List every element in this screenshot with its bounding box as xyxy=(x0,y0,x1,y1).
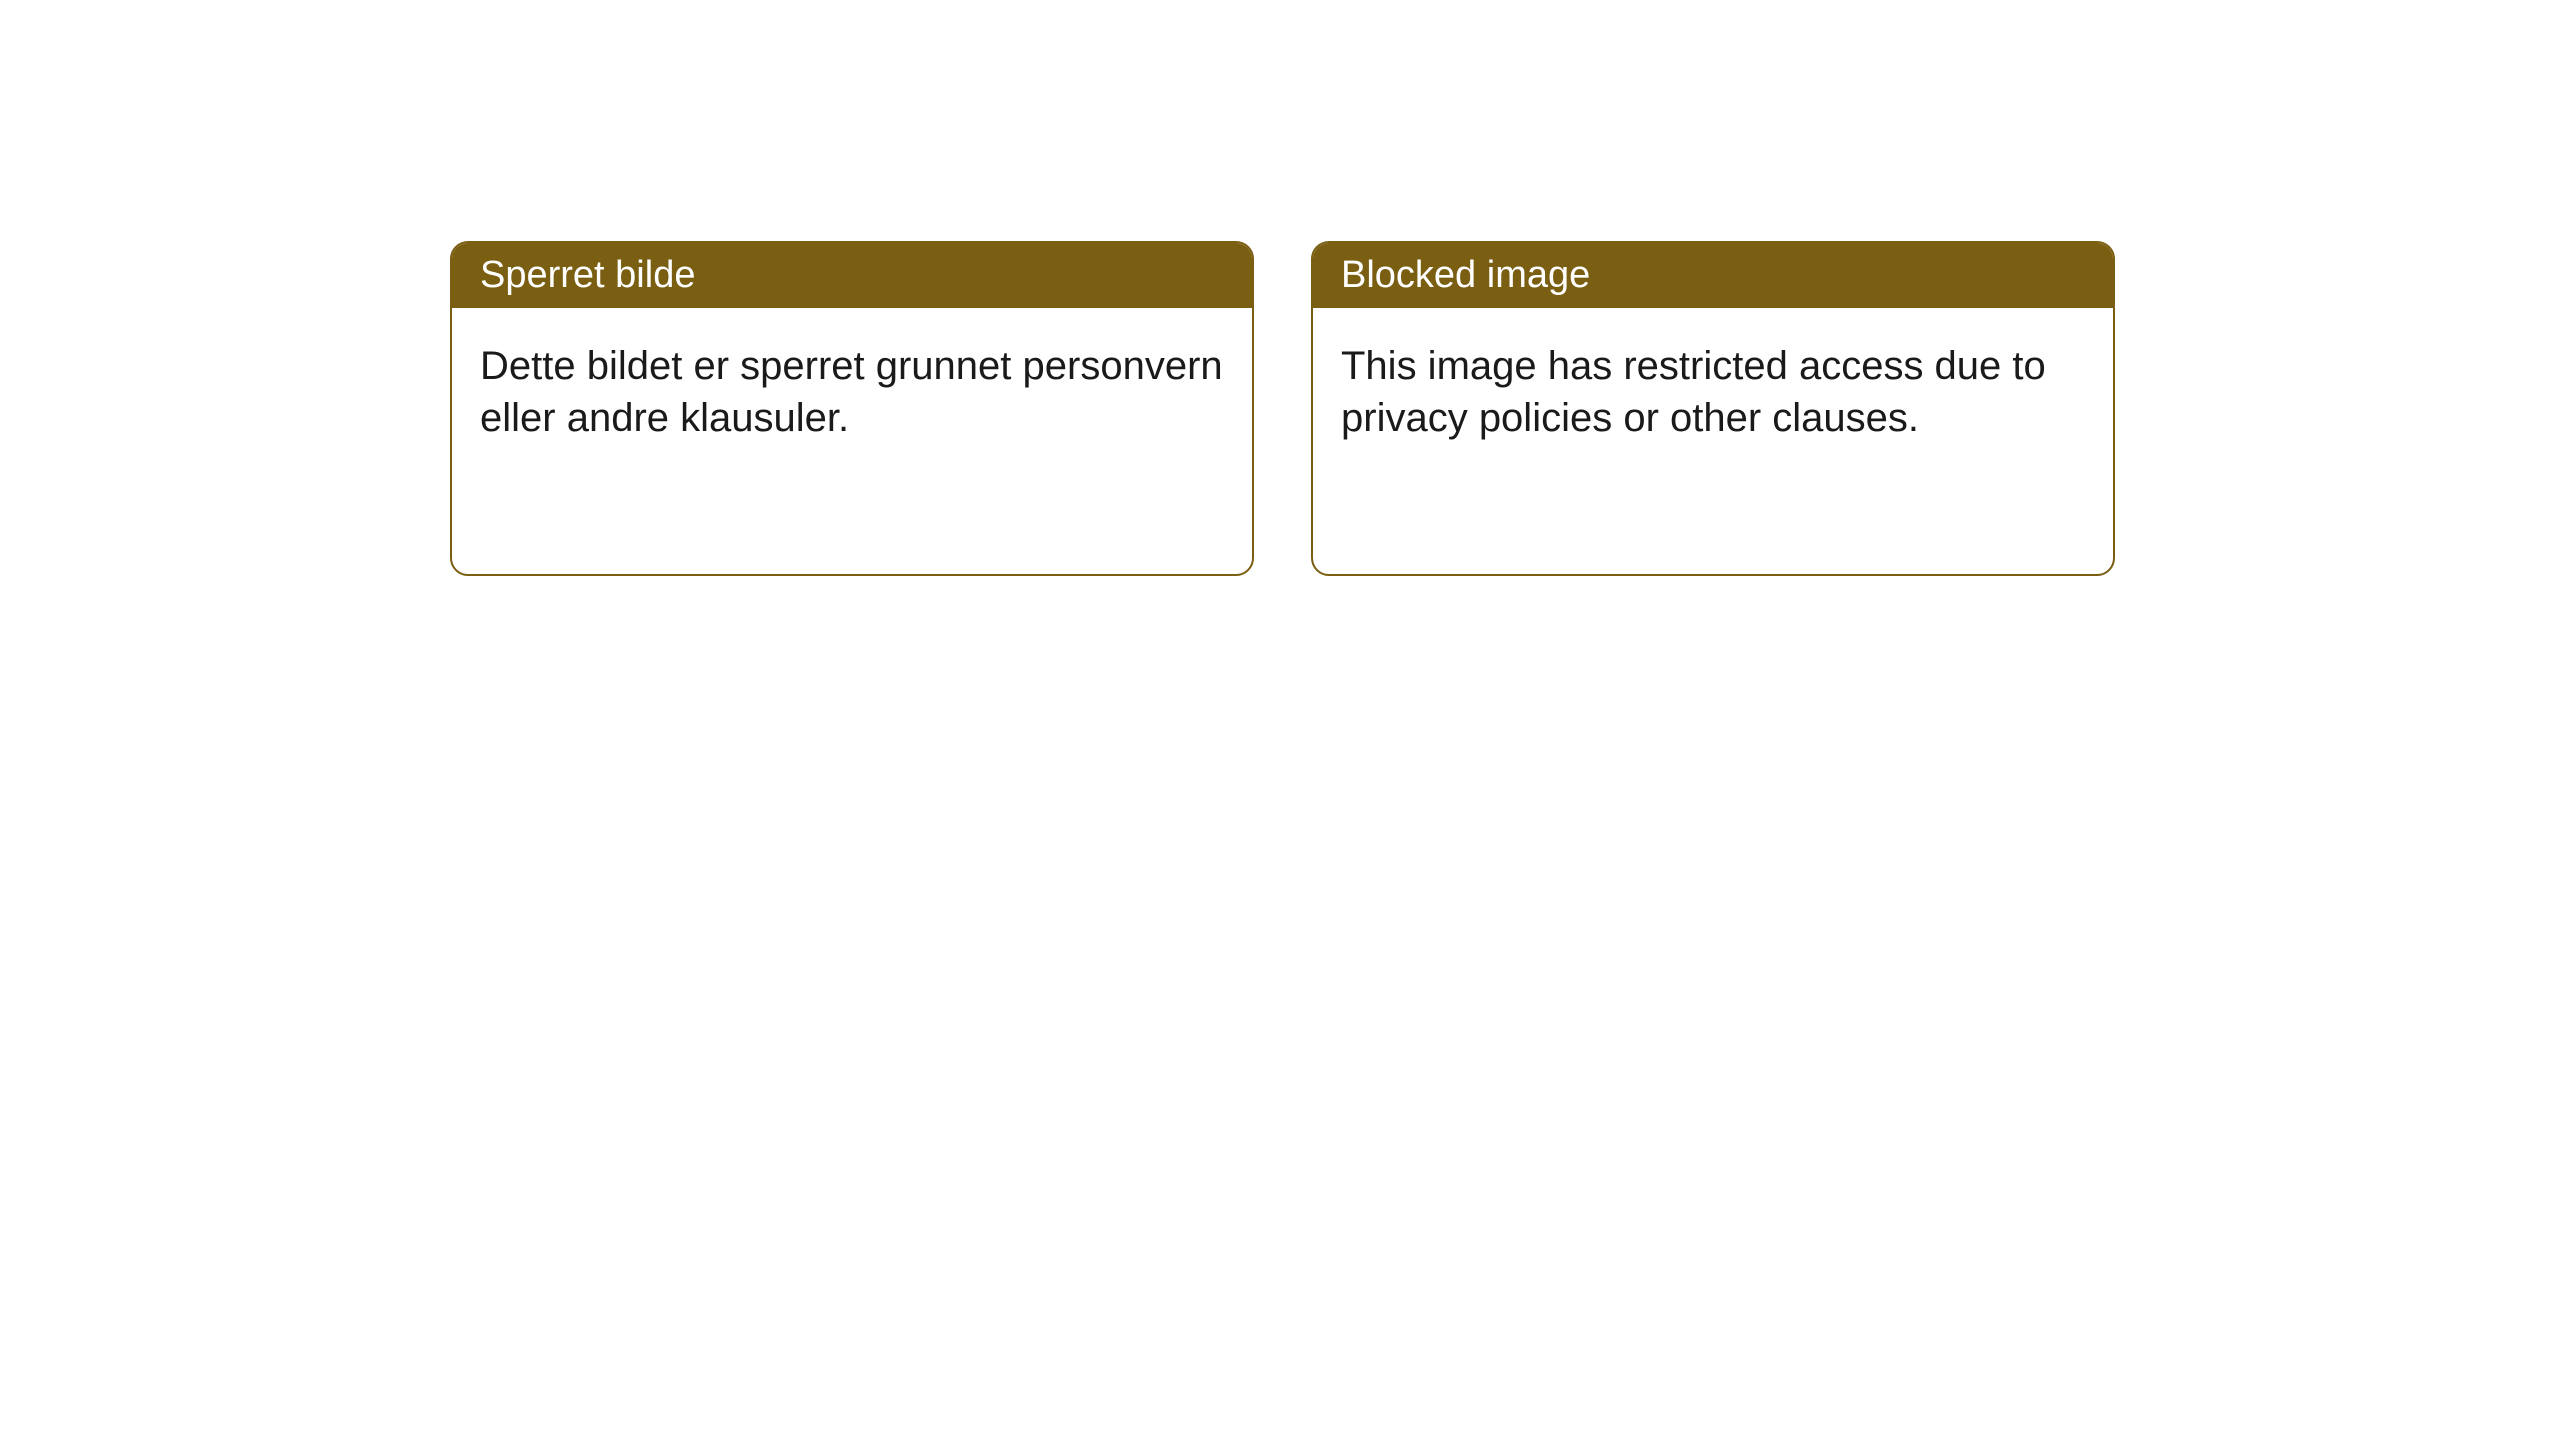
notice-title: Sperret bilde xyxy=(480,254,695,296)
notice-title: Blocked image xyxy=(1341,254,1590,296)
notice-card-norwegian: Sperret bilde Dette bildet er sperret gr… xyxy=(450,241,1254,576)
notice-message: This image has restricted access due to … xyxy=(1341,344,2046,440)
notice-card-english: Blocked image This image has restricted … xyxy=(1311,241,2115,576)
notice-header: Sperret bilde xyxy=(452,243,1252,308)
notice-body: This image has restricted access due to … xyxy=(1313,308,2113,476)
notice-header: Blocked image xyxy=(1313,243,2113,308)
notice-message: Dette bildet er sperret grunnet personve… xyxy=(480,344,1223,440)
notice-body: Dette bildet er sperret grunnet personve… xyxy=(452,308,1252,476)
notice-container: Sperret bilde Dette bildet er sperret gr… xyxy=(450,241,2115,576)
